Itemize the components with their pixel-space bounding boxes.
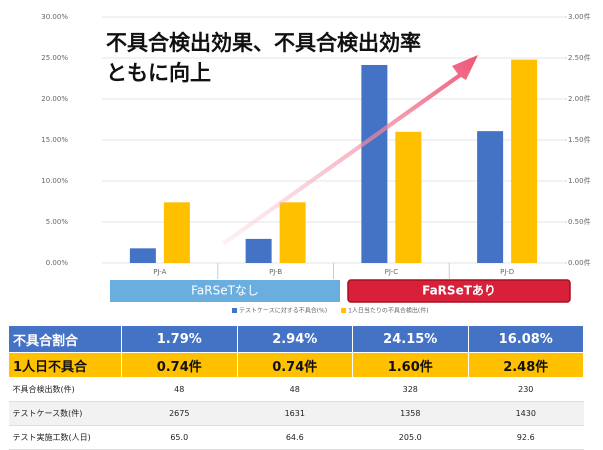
table-row: 不具合割合 1.79% 2.94% 24.15% 16.08% [8,325,584,353]
legend-swatch [341,308,347,313]
y-tick-label: 5.00% [46,218,69,226]
bar [361,64,388,263]
table-cell: 1631 [237,401,353,426]
y2-tick-label: 3.00件 [568,12,591,21]
table-cell: 230 [468,377,584,402]
table-cell: 16.08% [467,325,584,353]
legend-label: 1人日当たりの不具合検出(件) [348,307,429,315]
table-row: 1人日不具合 0.74件 0.74件 1.60件 2.48件 [8,352,584,378]
y2-tick-label: 0.50件 [568,217,591,226]
table-cell: 328 [352,377,468,402]
bar [163,202,190,263]
bar [477,131,504,263]
table-cell: 2.94% [236,325,353,353]
group-label: FaRSeTなし [191,284,259,298]
x-tick-label: PJ-D [500,268,514,276]
table-cell: 64.6 [237,425,353,450]
x-tick-label: PJ-C [385,268,399,276]
legend-swatch [232,308,237,313]
table-cell: 65.0 [121,425,237,450]
x-tick-label: PJ-A [153,268,166,276]
group-box [110,280,340,302]
table-cell: 92.6 [468,425,584,450]
bar [279,202,306,263]
data-table: 不具合割合 1.79% 2.94% 24.15% 16.08% 1人日不具合 0.74件 0.… [8,325,584,450]
table-cell: 2675 [121,401,237,426]
table-cell: 1358 [352,401,468,426]
table-cell: 不具合割合 [8,325,122,353]
y2-tick-label: 2.00件 [568,94,591,103]
table-cell: 48 [121,377,237,402]
group-box [347,279,571,303]
y-tick-label: 0.00% [46,259,69,267]
table-cell: 48 [237,377,353,402]
table-cell: 1430 [468,401,584,426]
y2-tick-label: 2.50件 [568,53,591,62]
annotation: ともに向上 [106,61,211,85]
y-tick-label: 25.00% [41,54,68,62]
y2-tick-label: 1.50件 [568,135,591,144]
bar [129,248,156,263]
table-cell: テストケース数(件) [8,401,122,426]
chart: 0.00% 5.00% 10.00% 15.00% 20.00% 25.00% 30.00%… [41,12,591,315]
group-label: FaRSeTあり [422,284,496,298]
table-cell: 1.60件 [352,352,469,378]
bar [511,59,538,263]
table-cell: 0.74件 [236,352,353,378]
arrow [222,55,478,245]
table-row: テスト実施工数(人日) 65.0 64.6 205.0 92.6 [8,425,584,450]
legend-label: テストケースに対する不具合(%) [239,307,327,315]
y-tick-label: 20.00% [41,95,68,103]
y2-tick-label: 0.00件 [568,258,591,267]
y2-tick-label: 1.00件 [568,176,591,185]
annotation: 不具合検出効果、不具合検出効率 [106,31,421,55]
y-tick-label: 15.00% [41,136,68,144]
table-cell: 1.79% [121,325,238,353]
x-tick-label: PJ-B [269,268,282,276]
table-cell: 205.0 [352,425,468,450]
table-cell: テスト実施工数(人日) [8,425,122,450]
table-cell: 不具合検出数(件) [8,377,122,402]
bar [245,238,272,263]
table-cell: 0.74件 [121,352,238,378]
table-row: 不具合検出数(件) 48 48 328 230 [8,377,584,402]
table-cell: 2.48件 [467,352,584,378]
y-tick-label: 10.00% [41,177,68,185]
table-cell: 24.15% [352,325,469,353]
plot: 0.00% 5.00% 10.00% 15.00% 20.00% 25.00% 30.00%… [41,12,591,279]
y-tick-label: 30.00% [41,13,68,21]
table-cell: 1人日不具合 [8,352,122,378]
bar [395,131,422,263]
table-row: テストケース数(件) 2675 1631 1358 1430 [8,401,584,426]
